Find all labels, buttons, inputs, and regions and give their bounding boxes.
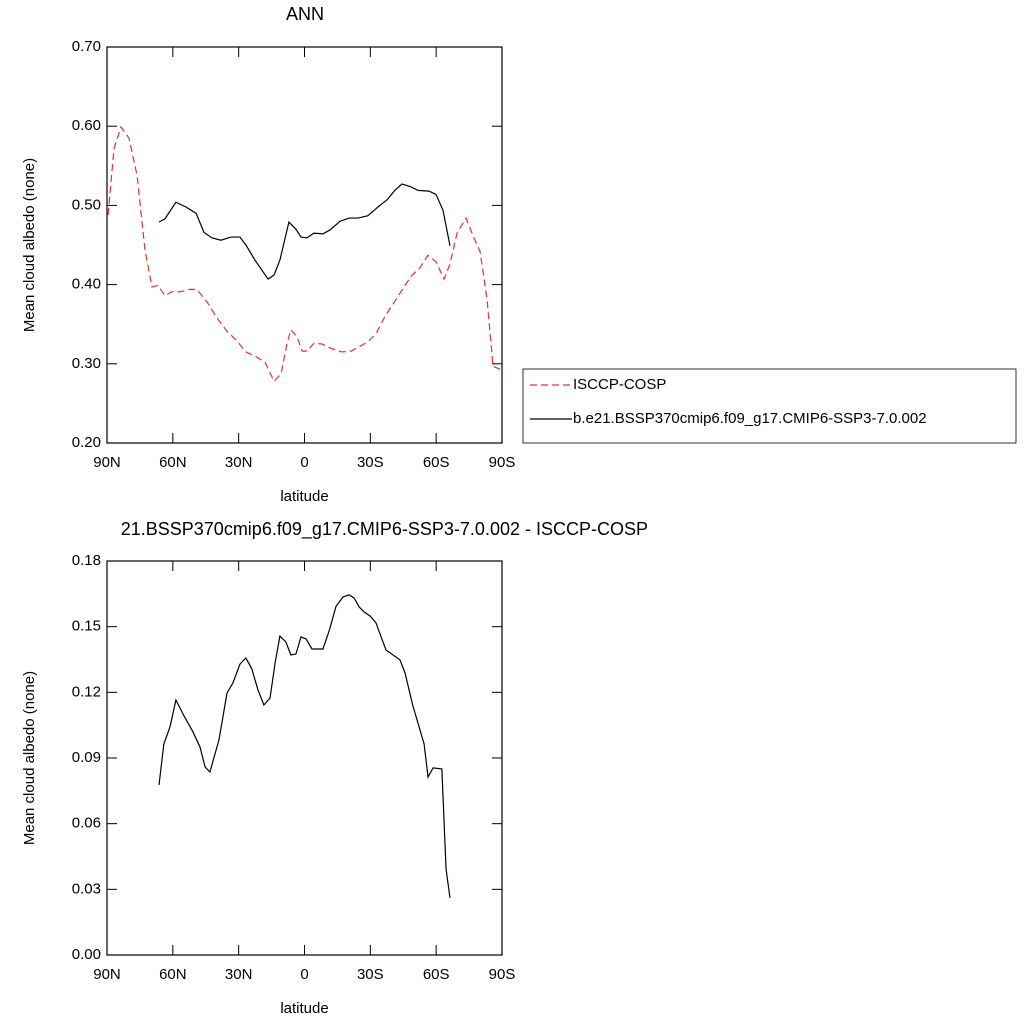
x-tick-label: 30N [225, 966, 253, 983]
y-tick-label: 0.50 [72, 196, 101, 213]
legend-label: b.e21.BSSP370cmip6.f09_g17.CMIP6-SSP3-7.… [573, 410, 927, 427]
data-line [107, 125, 501, 383]
x-tick-label: 90N [93, 966, 121, 983]
x-tick-label: 30S [357, 454, 384, 471]
y-tick-label: 0.09 [72, 749, 101, 766]
plot-frame [106, 46, 503, 444]
x-tick-label: 90S [489, 454, 516, 471]
y-tick-label: 0.12 [72, 683, 101, 700]
y-tick-label: 0.15 [72, 618, 101, 635]
x-axis-label: latitude [280, 488, 328, 505]
y-tick-label: 0.06 [72, 815, 101, 832]
chart-title: 21.BSSP370cmip6.f09_g17.CMIP6-SSP3-7.0.0… [121, 519, 648, 540]
chart-title: ANN [286, 4, 324, 24]
y-tick-label: 0.30 [72, 355, 101, 372]
plot-frame [106, 560, 503, 956]
x-tick-label: 90S [489, 966, 516, 983]
data-line [158, 183, 451, 280]
y-axis-label: Mean cloud albedo (none) [21, 158, 38, 332]
legend-label: ISCCP-COSP [573, 376, 666, 393]
y-tick-label: 0.00 [72, 946, 101, 963]
x-tick-label: 30N [225, 454, 253, 471]
x-tick-label: 60S [423, 454, 450, 471]
x-tick-label: 30S [357, 966, 384, 983]
y-tick-label: 0.70 [72, 38, 101, 55]
x-axis-label: latitude [280, 1000, 328, 1017]
y-tick-label: 0.40 [72, 276, 101, 293]
y-tick-label: 0.03 [72, 880, 101, 897]
x-tick-label: 60N [159, 966, 187, 983]
x-tick-label: 60N [159, 454, 187, 471]
y-axis-label: Mean cloud albedo (none) [21, 671, 38, 845]
x-tick-label: 0 [300, 966, 308, 983]
y-tick-label: 0.60 [72, 117, 101, 134]
data-line [158, 594, 451, 898]
x-tick-label: 60S [423, 966, 450, 983]
x-tick-label: 0 [300, 454, 308, 471]
y-tick-label: 0.20 [72, 434, 101, 451]
y-tick-label: 0.18 [72, 552, 101, 569]
x-tick-label: 90N [93, 454, 121, 471]
legend-box [522, 368, 1017, 444]
